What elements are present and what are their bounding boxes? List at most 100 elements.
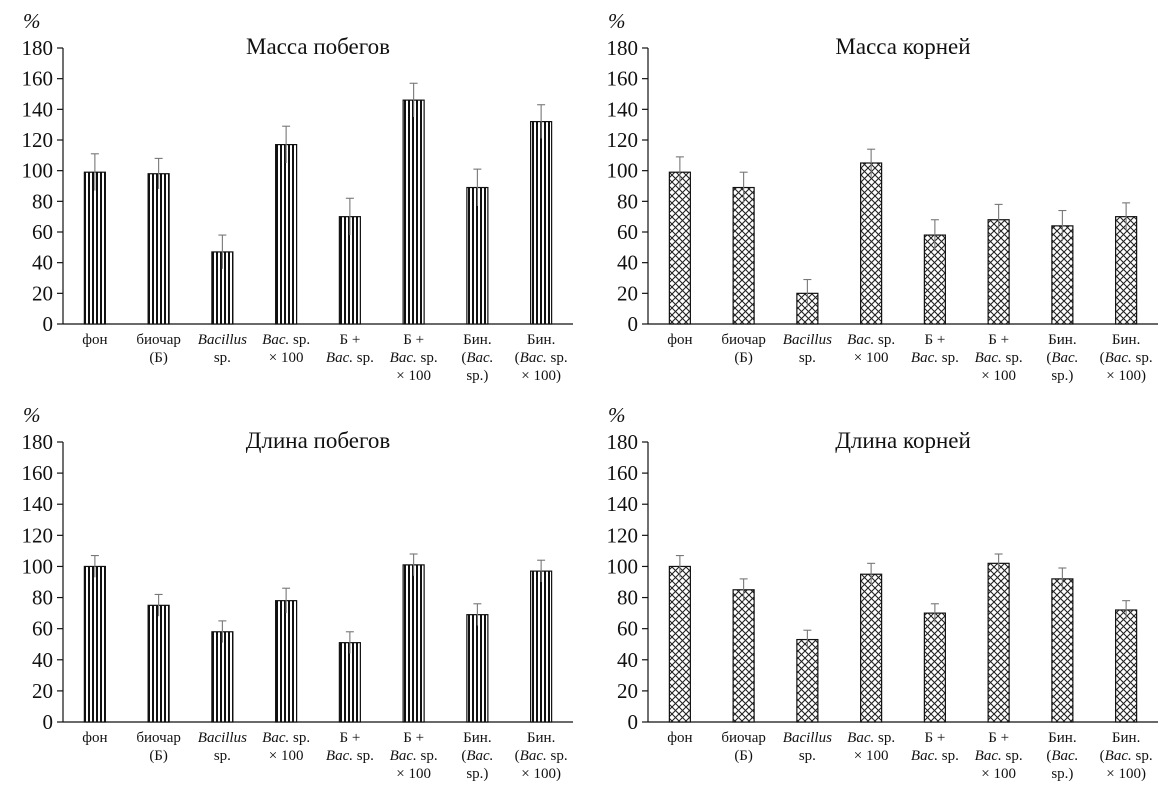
bar (923, 612, 946, 723)
y-tick-label: 20 (617, 281, 638, 305)
y-tick-label: 180 (22, 430, 54, 454)
x-tick-label: × 100 (269, 350, 304, 366)
x-tick-label: sp.) (466, 368, 488, 384)
bar (668, 565, 691, 723)
x-tick-label: Bacillus (783, 730, 832, 746)
x-tick-label: (Bac. (1046, 748, 1078, 764)
y-tick-label: 140 (607, 97, 639, 121)
x-tick-label: фон (82, 730, 107, 746)
bar (275, 144, 298, 325)
y-tick-label: 100 (607, 159, 639, 183)
chart-title-root-length: Длина корней (835, 428, 971, 453)
y-tick-label: 120 (607, 128, 639, 152)
y-tick-label: 180 (607, 36, 639, 60)
x-tick-label: биочар (136, 332, 180, 348)
x-tick-label: Bac. sp. (911, 350, 959, 366)
x-tick-label: (Bac. sp. (515, 748, 568, 764)
y-tick-label: 120 (22, 128, 54, 152)
bar (83, 171, 106, 325)
bar (402, 99, 425, 325)
chart-title-shoot-length: Длина побегов (246, 428, 391, 453)
bar (668, 171, 691, 325)
y-tick-label: 40 (617, 648, 638, 672)
y-tick-label: 20 (617, 679, 638, 703)
y-tick-label: 160 (607, 67, 639, 91)
chart-panel-root-length: 0 20 40 60 80 100 120 140 160 180% Длина корней фон… (607, 403, 1158, 782)
x-tick-label: Bac. sp. (975, 350, 1023, 366)
bar (987, 562, 1010, 723)
x-tick-label: Бин. (527, 730, 555, 746)
x-tick-label: Б + (988, 730, 1009, 746)
x-tick-label: × 100) (521, 368, 561, 384)
x-tick-label: Б + (339, 332, 360, 348)
bar (732, 589, 755, 723)
bar (1115, 609, 1138, 723)
x-tick-label: фон (82, 332, 107, 348)
x-tick-label: Б + (403, 332, 424, 348)
y-tick-label: 60 (617, 220, 638, 244)
y-tick-label: 20 (32, 679, 53, 703)
bar (987, 219, 1010, 325)
y-tick-label: 40 (32, 251, 53, 275)
y-tick-label: 80 (617, 189, 638, 213)
x-tick-label: Bac. sp. (975, 748, 1023, 764)
y-tick-label: 0 (628, 312, 639, 336)
x-tick-label: (Bac. (461, 350, 493, 366)
bar (402, 564, 425, 723)
y-tick-label: 100 (22, 554, 54, 578)
x-tick-label: Бин. (1048, 730, 1076, 746)
x-tick-label: биочар (136, 730, 180, 746)
y-tick-label: 60 (617, 617, 638, 641)
chart-panel-shoot-mass: 0 20 40 60 80 100 120 140 160 180% Масса побегов фо… (22, 9, 573, 384)
bar (338, 642, 361, 723)
x-tick-label: Bac. sp. (847, 730, 895, 746)
x-tick-label: Bacillus (198, 332, 247, 348)
x-tick-label: Bac. sp. (262, 332, 310, 348)
y-tick-label: 160 (22, 461, 54, 485)
x-tick-label: × 100 (396, 368, 431, 384)
x-tick-label: (Б) (149, 748, 168, 764)
x-tick-label: Б + (403, 730, 424, 746)
y-tick-label: 100 (607, 554, 639, 578)
y-tick-label: 140 (22, 492, 54, 516)
bar (83, 565, 106, 723)
x-tick-label: (Bac. sp. (515, 350, 568, 366)
y-axis-unit-label: % (23, 9, 41, 33)
x-tick-label: × 100 (854, 350, 889, 366)
x-tick-label: Б + (339, 730, 360, 746)
x-tick-label: (Б) (734, 748, 753, 764)
bar (147, 604, 170, 723)
y-axis-unit-label: % (608, 403, 626, 427)
x-tick-label: sp. (214, 748, 231, 764)
bar (275, 600, 298, 723)
x-tick-label: sp.) (466, 766, 488, 782)
x-tick-label: Бин. (527, 332, 555, 348)
x-tick-label: фон (667, 332, 692, 348)
x-tick-label: × 100) (521, 766, 561, 782)
bar (147, 173, 170, 325)
x-tick-label: × 100 (981, 766, 1016, 782)
x-tick-label: биочар (721, 332, 765, 348)
x-tick-label: (Б) (734, 350, 753, 366)
x-tick-label: sp.) (1051, 766, 1073, 782)
chart-title-root-mass: Масса корней (835, 34, 970, 59)
x-tick-label: Bacillus (198, 730, 247, 746)
y-tick-label: 40 (32, 648, 53, 672)
bar (530, 570, 553, 723)
bar (1051, 578, 1074, 723)
x-tick-label: Б + (924, 730, 945, 746)
x-tick-label: sp.) (1051, 368, 1073, 384)
y-tick-label: 60 (32, 617, 53, 641)
chart-panel-root-mass: 0 20 40 60 80 100 120 140 160 180% Масса корней фон… (607, 9, 1158, 384)
x-tick-label: Bacillus (783, 332, 832, 348)
y-tick-label: 40 (617, 251, 638, 275)
x-tick-label: (Bac. sp. (1100, 748, 1153, 764)
x-tick-label: Б + (924, 332, 945, 348)
bar (530, 120, 553, 325)
y-tick-label: 80 (32, 189, 53, 213)
x-tick-label: Б + (988, 332, 1009, 348)
y-tick-label: 180 (22, 36, 54, 60)
bar (211, 631, 234, 723)
x-tick-label: Bac. sp. (326, 350, 374, 366)
